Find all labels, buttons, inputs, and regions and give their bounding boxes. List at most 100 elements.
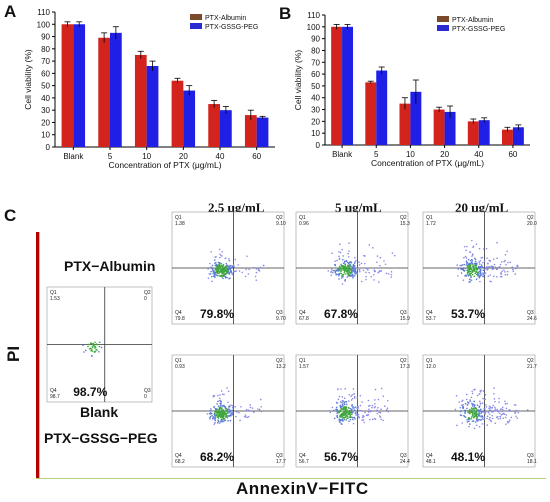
flow-event-dot [475, 421, 477, 423]
flow-event-dot [502, 417, 505, 419]
flow-event-dot [339, 270, 342, 272]
flow-event-dot [468, 420, 470, 423]
flow-event-dot [217, 405, 220, 408]
flow-event-dot [383, 260, 385, 262]
flow-event-dot [475, 266, 478, 269]
flow-event-dot [259, 266, 262, 269]
quadrant-q4-label: 56.7 [299, 459, 309, 465]
flow-event-dot [354, 265, 356, 267]
flow-event-dot [228, 411, 230, 414]
flow-event-dot [336, 414, 338, 417]
flow-event-dot [342, 255, 345, 257]
quadrant-q1-label: Q1 [426, 215, 433, 221]
flow-event-dot [234, 258, 237, 261]
flow-event-dot [482, 411, 484, 413]
flow-event-dot [222, 410, 224, 413]
y-tick-label: 0 [46, 143, 51, 152]
flow-event-dot [228, 273, 231, 275]
flow-event-dot [352, 410, 355, 412]
quadrant-q4-label: 79.8 [175, 316, 185, 322]
flow-event-dot [210, 266, 212, 269]
flow-event-dot [213, 272, 216, 274]
flow-event-dot [340, 275, 343, 277]
flow-event-dot [462, 407, 464, 410]
flow-event-dot [238, 270, 241, 272]
quadrant-q1-label: 1.38 [175, 221, 185, 227]
y-tick-label: 70 [311, 58, 320, 67]
flow-event-dot [375, 410, 378, 412]
flow-event-dot [467, 401, 470, 404]
flow-event-dot [351, 397, 354, 400]
flow-event-dot [346, 276, 348, 278]
flow-event-dot [355, 259, 357, 262]
flow-event-dot [485, 406, 488, 408]
flow-event-dot [463, 269, 466, 272]
flow-event-dot [459, 410, 462, 413]
flow-event-dot [479, 260, 482, 262]
flow-event-dot [98, 341, 101, 344]
flow-event-dot [494, 266, 497, 268]
quadrant-q1-label: 1.53 [50, 296, 60, 302]
flow-event-dot [386, 399, 389, 402]
flow-event-dot [224, 257, 227, 259]
flow-event-dot [378, 270, 381, 272]
flow-event-dot [496, 241, 498, 244]
flow-event-dot [382, 419, 384, 422]
flow-event-dot [347, 413, 350, 416]
flow-event-dot [221, 412, 223, 415]
flow-event-dot [334, 260, 336, 263]
flow-event-dot [338, 273, 341, 276]
flow-event-dot [336, 412, 339, 414]
flow-event-dot [238, 411, 240, 414]
flow-event-dot [384, 405, 386, 408]
flow-event-dot [343, 410, 346, 412]
y-tick-label: 70 [41, 57, 50, 66]
flow-event-dot [230, 269, 232, 272]
flow-event-dot [457, 268, 460, 270]
flow-event-dot [461, 400, 463, 403]
flow-event-dot [340, 263, 342, 266]
flow-event-dot [475, 267, 477, 270]
flow-event-dot [260, 410, 263, 413]
flow-event-dot [480, 264, 483, 266]
quadrant-q3-label: 9.70 [276, 316, 286, 322]
flow-event-dot [471, 390, 473, 393]
flow-event-dot [473, 406, 476, 408]
flow-event-dot [219, 256, 221, 259]
flow-event-dot [494, 400, 496, 403]
flow-event-dot [475, 273, 478, 276]
flow-event-dot [225, 262, 228, 265]
quadrant-q3-label: 24.6 [527, 316, 537, 322]
flow-event-dot [339, 401, 342, 403]
flow-event-dot [339, 267, 342, 269]
quadrant-q4-label: Q4 [50, 388, 57, 394]
flow-event-dot [213, 276, 216, 278]
quadrant-q2-label: 15.3 [400, 221, 410, 227]
flow-event-dot [484, 408, 486, 410]
flow-event-dot [508, 419, 511, 421]
flow-event-dot [486, 266, 488, 268]
flow-event-dot [465, 398, 468, 401]
flow-event-dot [345, 413, 347, 415]
flow-event-dot [353, 392, 356, 395]
flow-event-dot [255, 271, 258, 274]
panel-a-letter: A [4, 2, 17, 21]
flow-event-dot [467, 264, 469, 267]
flow-event-dot [259, 398, 262, 401]
flow-event-dot [338, 418, 340, 420]
flow-event-dot [489, 274, 492, 276]
flow-event-dot [496, 408, 498, 411]
group-label-albumin: PTX−Albumin [64, 258, 156, 274]
flow-event-dot [463, 414, 465, 417]
flow-event-dot [328, 409, 331, 412]
flow-event-dot [350, 269, 353, 271]
flow-event-dot [500, 261, 503, 263]
flow-event-dot [365, 275, 367, 278]
x-tick-label: 10 [406, 150, 415, 159]
flow-event-dot [215, 414, 217, 417]
flow-event-dot [220, 268, 222, 271]
flow-event-dot [342, 276, 344, 278]
conc-label-2: 5 μg/mL [335, 200, 382, 215]
flow-event-dot [484, 413, 487, 415]
